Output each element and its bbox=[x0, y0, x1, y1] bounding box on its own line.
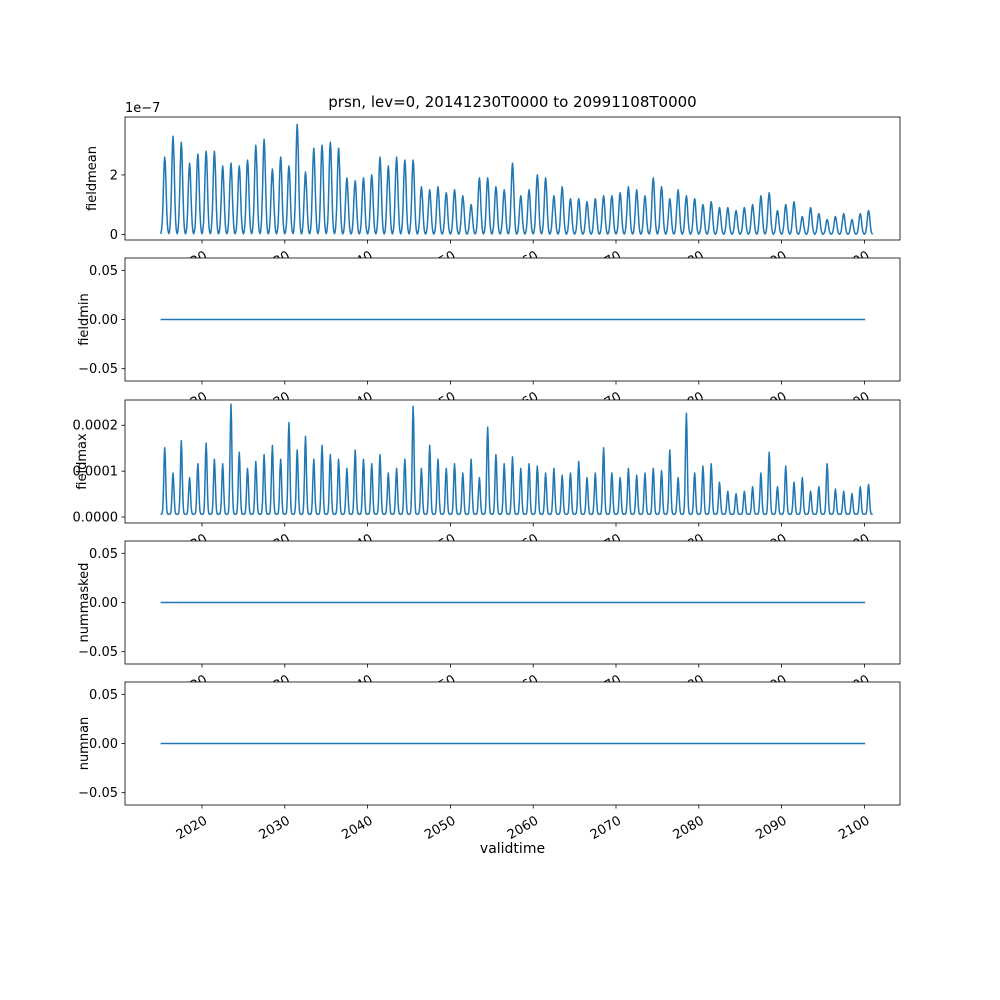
y-tick-label: 0.00 bbox=[89, 596, 118, 611]
figure-title: prsn, lev=0, 20141230T0000 to 20991108T0… bbox=[328, 93, 697, 111]
x-tick-label: 2070 bbox=[588, 813, 624, 843]
y-axis-label-fieldmax: fieldmax bbox=[75, 433, 90, 490]
x-tick-label: 2100 bbox=[836, 813, 872, 843]
y-axis-label-nummasked: nummasked bbox=[77, 563, 92, 643]
x-tick-label: 2030 bbox=[257, 813, 293, 843]
y-tick-label: 0.0002 bbox=[73, 419, 119, 434]
subplot-fieldmin: −0.050.000.05202020302040205020602070208… bbox=[77, 257, 901, 419]
y-offset-label: 1e−7 bbox=[125, 101, 160, 116]
x-tick-label: 2050 bbox=[422, 813, 458, 843]
y-tick-label: 0 bbox=[110, 228, 118, 243]
x-tick-label: 2040 bbox=[339, 813, 375, 843]
x-axis-title: validtime bbox=[479, 841, 546, 857]
plot-border bbox=[124, 681, 901, 806]
data-line-fieldmean bbox=[159, 123, 874, 235]
y-axis-label-numnan: numnan bbox=[77, 717, 92, 771]
plot-border bbox=[124, 540, 901, 665]
y-tick-label: 0.05 bbox=[89, 264, 118, 279]
y-tick-label: −0.05 bbox=[78, 645, 118, 660]
x-tick-label: 2090 bbox=[753, 813, 789, 843]
y-tick-label: 0.0000 bbox=[73, 511, 119, 526]
subplot-nummasked: −0.050.000.05202020302040205020602070208… bbox=[77, 540, 901, 702]
y-tick-label: −0.05 bbox=[78, 786, 118, 801]
y-tick-label: 0.0001 bbox=[73, 465, 119, 480]
plot-border bbox=[124, 257, 901, 382]
y-tick-label: 0.05 bbox=[89, 688, 118, 703]
subplot-fieldmax: 0.00000.00010.00022020203020402050206020… bbox=[73, 399, 901, 561]
x-tick-label: 2080 bbox=[671, 813, 707, 843]
plot-border bbox=[124, 116, 901, 241]
y-tick-label: 0.00 bbox=[89, 737, 118, 752]
plot-border bbox=[124, 399, 901, 524]
y-axis-label-fieldmean: fieldmean bbox=[85, 146, 100, 211]
y-axis-label-fieldmin: fieldmin bbox=[77, 293, 92, 346]
data-line-fieldmax bbox=[160, 403, 873, 516]
y-tick-label: −0.05 bbox=[78, 362, 118, 377]
y-tick-label: 0.00 bbox=[89, 313, 118, 328]
x-tick-label: 2020 bbox=[174, 813, 210, 843]
y-tick-label: 2 bbox=[110, 168, 118, 183]
subplot-numnan: −0.05 0.00 0.05 2020 2030 2040 2050 2060 2070 208… bbox=[77, 681, 901, 843]
x-tick-label: 2060 bbox=[505, 813, 541, 843]
subplot-fieldmean: 02202020302040205020602070208020902100fi… bbox=[85, 101, 901, 278]
y-tick-label: 0.05 bbox=[89, 547, 118, 562]
